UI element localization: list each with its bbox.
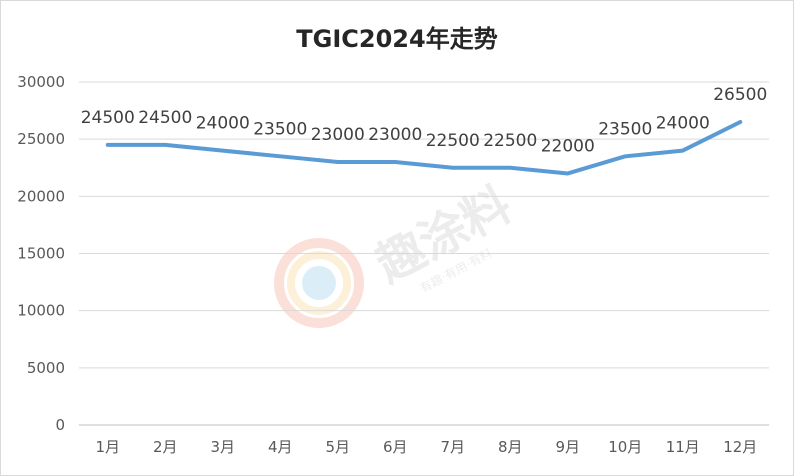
data-label: 23000	[368, 125, 422, 145]
data-point	[106, 143, 110, 147]
data-label: 22500	[483, 131, 537, 151]
data-label: 22000	[541, 136, 595, 156]
x-tick-label: 1月	[95, 438, 120, 456]
data-point	[278, 154, 282, 158]
y-tick-label: 15000	[17, 245, 65, 263]
data-label: 23000	[311, 125, 365, 145]
y-tick-label: 30000	[17, 73, 65, 91]
x-tick-label: 10月	[608, 438, 642, 456]
x-tick-label: 9月	[555, 438, 580, 456]
data-label: 24000	[656, 114, 710, 134]
data-point	[623, 154, 627, 158]
data-point	[681, 149, 685, 153]
x-tick-label: 5月	[325, 438, 350, 456]
data-point	[738, 120, 742, 124]
watermark: 趣涂料 有趣·有用·有料	[274, 177, 520, 328]
data-label: 24000	[196, 114, 250, 134]
data-label: 23500	[253, 119, 307, 139]
x-axis: 1月 2月 3月 4月 5月 6月 7月 8月 9月 10月 11月 12月	[95, 438, 757, 456]
data-label: 22500	[426, 131, 480, 151]
data-point	[221, 149, 225, 153]
data-label: 26500	[713, 85, 767, 105]
series-line	[105, 120, 743, 176]
x-tick-label: 6月	[383, 438, 408, 456]
x-tick-label: 7月	[440, 438, 465, 456]
series-path	[105, 120, 743, 176]
x-tick-label: 8月	[498, 438, 523, 456]
data-point	[393, 160, 397, 164]
x-tick-label: 2月	[153, 438, 178, 456]
x-tick-label: 3月	[210, 438, 235, 456]
gridlines	[79, 81, 769, 426]
data-point	[163, 143, 167, 147]
y-axis: 0 5000 10000 15000 20000 25000 30000	[17, 73, 65, 434]
y-tick-label: 10000	[17, 302, 65, 320]
x-tick-label: 12月	[723, 438, 757, 456]
data-labels: 24500 24500 24000 23500 23000 23000 22500 22500…	[81, 85, 768, 156]
y-tick-label: 20000	[17, 187, 65, 205]
y-tick-label: 0	[55, 416, 65, 434]
chart-title: TGIC2024年走势	[296, 25, 498, 53]
data-point	[566, 171, 570, 175]
data-point	[336, 160, 340, 164]
data-label: 24500	[138, 108, 192, 128]
x-tick-label: 11月	[666, 438, 700, 456]
data-point	[508, 166, 512, 170]
x-tick-label: 4月	[268, 438, 293, 456]
y-tick-label: 5000	[27, 359, 65, 377]
y-tick-label: 25000	[17, 130, 65, 148]
data-label: 23500	[598, 119, 652, 139]
data-point	[451, 166, 455, 170]
data-label: 24500	[81, 108, 135, 128]
